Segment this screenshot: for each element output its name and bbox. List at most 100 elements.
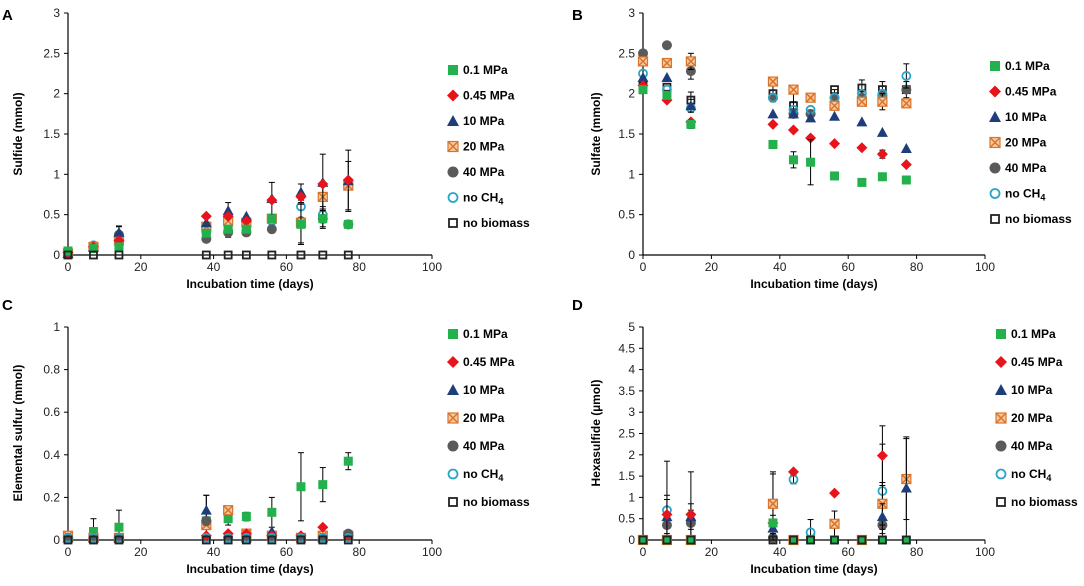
- legend-label: no biomass: [463, 216, 530, 230]
- data-point: [267, 535, 277, 545]
- data-point: [768, 535, 778, 545]
- legend-marker-cross: [989, 136, 1001, 149]
- data-point: [857, 535, 867, 545]
- x-tick-label: 100: [422, 260, 442, 274]
- data-point: [900, 159, 912, 171]
- y-tick-label: 0: [628, 533, 635, 547]
- data-point: [685, 66, 696, 77]
- series-no-biomass: [63, 535, 353, 545]
- data-point: [900, 143, 912, 154]
- legend-marker: [989, 162, 1001, 174]
- data-point: [638, 535, 648, 545]
- legend-marker: [995, 384, 1007, 395]
- data-point: [876, 126, 888, 137]
- legend-marker: [990, 214, 1000, 224]
- data-point: [200, 217, 212, 228]
- y-axis-label: Sulfate (mmol): [589, 92, 603, 175]
- data-point: [788, 84, 799, 95]
- series-0-45-mpa: [62, 174, 354, 259]
- data-point: [685, 508, 697, 520]
- data-point: [767, 498, 779, 509]
- data-point: [876, 511, 888, 522]
- y-tick-label: 0: [53, 533, 60, 547]
- x-axis-label: Incubation time (days): [750, 562, 877, 576]
- y-axis-label: Elemental sulfur (mmol): [11, 365, 25, 502]
- legend-marker: [448, 218, 458, 228]
- data-point: [223, 250, 233, 260]
- x-tick-label: 40: [207, 260, 221, 274]
- y-tick-label: 2: [628, 87, 635, 101]
- y-tick-label: 1: [53, 167, 60, 181]
- series-10-mpa: [661, 436, 912, 541]
- data-point: [317, 178, 329, 190]
- y-tick-label: 0.2: [43, 490, 60, 504]
- data-point: [856, 142, 868, 154]
- x-axis-label: Incubation time (days): [186, 277, 313, 291]
- data-point: [686, 535, 696, 545]
- data-point: [89, 250, 98, 260]
- data-point: [267, 507, 277, 517]
- data-point: [89, 535, 98, 545]
- legend-marker: [995, 412, 1007, 424]
- legend-item: 0.1 MPa: [990, 59, 1050, 73]
- data-point: [296, 219, 306, 229]
- legend-marker: [989, 85, 1001, 98]
- x-tick-label: 80: [910, 545, 924, 559]
- data-point: [114, 242, 124, 252]
- data-point: [901, 535, 911, 545]
- legend-marker: [447, 412, 459, 424]
- data-point: [114, 250, 124, 260]
- data-point-cross: [829, 100, 840, 111]
- legend-item: no CH4: [447, 191, 503, 207]
- legend-item: 20 MPa: [995, 411, 1053, 425]
- data-point: [241, 512, 251, 522]
- data-point: [267, 250, 277, 260]
- data-point: [857, 535, 867, 545]
- legend-label-subscript: 4: [1040, 193, 1045, 203]
- data-point: [805, 92, 816, 103]
- panel-a: A 0 0.5 1 1.5 2 2.5 3 0 20 40 60 80 100 Incubation tim…: [2, 6, 530, 291]
- x-tick-label: 80: [910, 260, 924, 274]
- data-point: [686, 119, 696, 129]
- legend-marker-cross: [995, 412, 1007, 424]
- legend-item: no CH4: [447, 467, 503, 483]
- data-point: [768, 92, 778, 103]
- data-point: [222, 210, 234, 222]
- y-axis-label: Hexasulfide (µmol): [589, 380, 603, 487]
- legend-item: 40 MPa: [989, 161, 1047, 175]
- legend-label: no CH4: [463, 191, 503, 207]
- series-0-1-mpa: [638, 85, 911, 187]
- data-point: [296, 250, 306, 260]
- x-tick-label: 20: [134, 545, 148, 559]
- legend-item: 0.45 MPa: [447, 355, 515, 369]
- y-tick-label: 3: [628, 405, 635, 419]
- x-axis-label: Incubation time (days): [186, 562, 313, 576]
- data-point: [901, 71, 912, 81]
- data-point: [901, 175, 911, 185]
- panel-d: D 0 0.5 1 1.5 2 2.5 3 3.5 4 4.5 5 0 20 40 60 80 100 Incuba…: [572, 297, 1078, 576]
- legend-item: 10 MPa: [447, 114, 505, 128]
- y-tick-label: 5: [628, 320, 635, 334]
- data-point: [343, 535, 353, 545]
- data-point: [805, 132, 817, 144]
- data-point: [88, 244, 98, 254]
- legend-marker: [448, 65, 458, 75]
- y-tick-label: 1.5: [43, 127, 60, 141]
- x-tick-label: 60: [280, 260, 294, 274]
- series-0-45-mpa: [661, 425, 888, 529]
- legend-label: 0.45 MPa: [463, 89, 515, 103]
- legend-marker: [995, 468, 1007, 480]
- data-point: [318, 535, 328, 545]
- data-point: [857, 177, 867, 187]
- x-tick-label: 0: [65, 260, 72, 274]
- legend-label: 10 MPa: [1011, 383, 1053, 397]
- data-point-cross: [223, 505, 234, 516]
- data-point-cross: [661, 57, 672, 69]
- legend-label: no biomass: [1011, 495, 1078, 509]
- data-point: [787, 124, 799, 136]
- y-tick-label: 2.5: [618, 427, 635, 441]
- legend-label: 0.45 MPa: [1011, 355, 1063, 369]
- x-tick-label: 20: [705, 260, 719, 274]
- legend-marker: [990, 61, 1000, 71]
- data-point-cross: [637, 56, 649, 67]
